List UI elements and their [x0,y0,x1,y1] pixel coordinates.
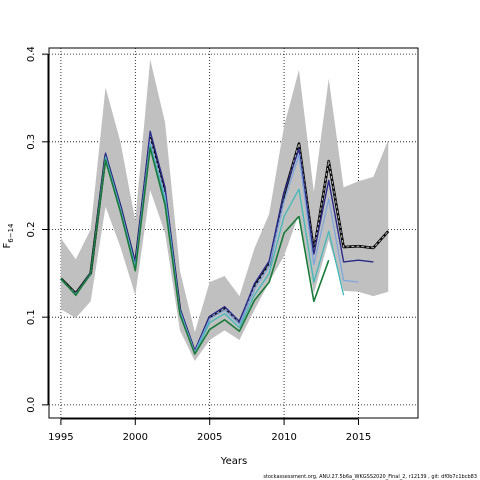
x-axis: 1995 2000 2005 2010 2015 [48,418,371,443]
series-line-2 [60,130,374,352]
plot-frame [48,47,419,419]
x-tick-label-1: 2000 [123,432,148,443]
x-tick-label-3: 2010 [271,432,296,443]
y-axis-title-main: F [2,243,13,249]
footnote: stockassessment.org, ANU.27.5b6a_WKGSS20… [263,474,477,480]
x-tick-label-0: 1995 [48,432,73,443]
y-axis-title-subscript: 6−14 [7,223,15,243]
y-axis-title: F6−14 [2,223,15,249]
y-axis: 0.0 0.1 0.2 0.3 0.4 [26,46,49,413]
y-tick-label-2: 0.2 [26,222,37,238]
confidence-band [60,59,389,362]
confidence-band-group [60,59,389,362]
x-tick-label-4: 2015 [346,432,371,443]
series-line-5 [60,147,330,355]
y-tick-label-1: 0.1 [26,309,37,325]
series-lines [59,130,390,355]
y-tick-label-4: 0.4 [26,46,37,62]
y-tick-label-3: 0.3 [26,134,37,150]
y-tick-label-0: 0.0 [26,397,37,413]
x-axis-title: Years [220,456,247,467]
x-tick-label-2: 2005 [197,432,222,443]
